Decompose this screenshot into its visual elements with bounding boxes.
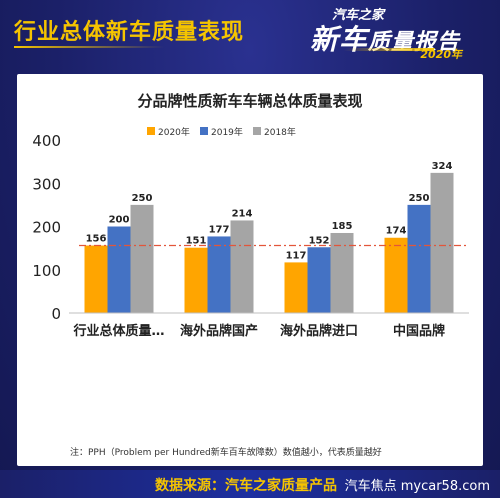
chart-panel: 分品牌性质新车车辆总体质量表现 2020年 2019年 2018年 0 100 200 3… bbox=[17, 74, 483, 466]
value-label-3-2: 324 bbox=[432, 161, 453, 172]
value-label-1-2: 214 bbox=[232, 208, 253, 219]
x-tick-label-1: 海外品牌国产 bbox=[180, 323, 258, 339]
y-tick-label-3: 300 bbox=[32, 175, 61, 193]
report-logo: 汽车之家 新车质量报告 2020年 bbox=[310, 4, 490, 62]
bottom-bar bbox=[0, 470, 500, 498]
bar-2-1 bbox=[307, 247, 331, 313]
legend-swatch-2 bbox=[253, 127, 261, 135]
value-label-1-1: 177 bbox=[209, 224, 230, 235]
y-axis: 0 100 200 300 400 bbox=[32, 132, 61, 323]
x-axis: 行业总体质量… 海外品牌国产 海外品牌进口 中国品牌 bbox=[69, 312, 469, 339]
legend-label-1: 2019年 bbox=[211, 126, 243, 138]
footnote: 注：PPH（Problem per Hundred新车百车故障数）数值越小，代表… bbox=[70, 448, 382, 458]
value-label-0-2: 250 bbox=[132, 193, 153, 204]
bar-chart: 分品牌性质新车车辆总体质量表现 2020年 2019年 2018年 0 100 200 3… bbox=[32, 92, 469, 339]
value-label-2-0: 117 bbox=[286, 250, 307, 261]
legend-label-2: 2018年 bbox=[264, 126, 296, 138]
value-label-2-1: 152 bbox=[309, 235, 330, 246]
watermark: 汽车焦点 mycar58.com bbox=[344, 479, 490, 494]
data-source: 数据来源：汽车之家质量产品 bbox=[155, 478, 337, 494]
bar-3-0 bbox=[384, 237, 408, 313]
logo-brand: 汽车之家 bbox=[332, 8, 385, 23]
x-tick-label-0: 行业总体质量… bbox=[72, 323, 164, 339]
logo-year: 2020年 bbox=[420, 48, 462, 61]
value-label-3-1: 250 bbox=[409, 193, 430, 204]
chart-legend: 2020年 2019年 2018年 bbox=[147, 126, 296, 138]
bar-1-2 bbox=[230, 220, 254, 313]
legend-swatch-1 bbox=[200, 127, 208, 135]
bar-0-0 bbox=[84, 245, 108, 313]
value-label-1-0: 151 bbox=[186, 236, 207, 247]
bar-1-1 bbox=[207, 236, 231, 313]
y-tick-label-2: 200 bbox=[32, 219, 61, 237]
y-tick-label-0: 0 bbox=[51, 305, 61, 323]
bar-0-1 bbox=[107, 226, 131, 313]
bar-1-0 bbox=[184, 247, 208, 313]
bar-2-0 bbox=[284, 262, 308, 313]
bar-3-1 bbox=[407, 204, 431, 313]
bars bbox=[84, 172, 454, 313]
y-tick-label-1: 100 bbox=[32, 262, 61, 280]
page-title: 行业总体新车质量表现 bbox=[14, 20, 245, 45]
x-tick-label-2: 海外品牌进口 bbox=[280, 323, 358, 339]
value-label-0-1: 200 bbox=[109, 215, 130, 226]
value-label-0-0: 156 bbox=[86, 234, 107, 245]
y-tick-label-4: 400 bbox=[32, 132, 61, 150]
bar-3-2 bbox=[430, 172, 454, 313]
bar-0-2 bbox=[130, 204, 154, 313]
value-label-3-0: 174 bbox=[386, 226, 407, 237]
legend-label-0: 2020年 bbox=[158, 126, 190, 138]
bar-2-2 bbox=[330, 232, 354, 313]
title-underline bbox=[14, 46, 164, 48]
legend-swatch-0 bbox=[147, 127, 155, 135]
value-label-2-2: 185 bbox=[332, 221, 353, 232]
logo-report-name-big: 新车 bbox=[310, 23, 369, 56]
chart-title: 分品牌性质新车车辆总体质量表现 bbox=[137, 92, 362, 110]
x-tick-label-3: 中国品牌 bbox=[393, 323, 445, 339]
